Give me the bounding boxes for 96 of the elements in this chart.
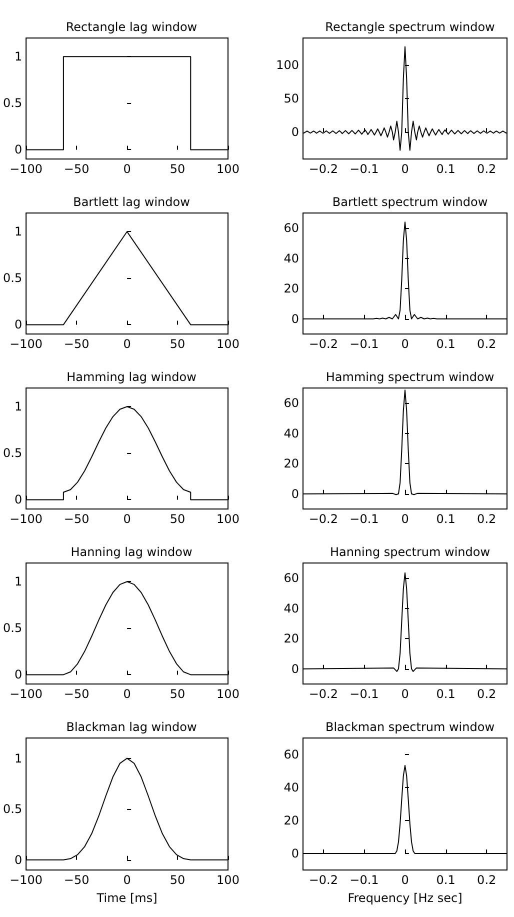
x-axis-title: Frequency [Hz sec]: [348, 891, 462, 905]
x-tick-label: −50: [64, 162, 90, 176]
chart-title: Hamming spectrum window: [326, 370, 494, 384]
y-tick-label: 0.5: [2, 271, 22, 286]
x-tick-label: −0.1: [350, 873, 379, 887]
x-tick-label: −0.2: [308, 687, 338, 701]
chart-title: Rectangle spectrum window: [325, 20, 496, 34]
chart-title: Hamming lag window: [66, 370, 197, 384]
x-tick-label: 0: [401, 162, 409, 176]
y-tick-label: 0: [291, 662, 299, 676]
x-tick-label: 0.2: [477, 873, 496, 887]
x-tick-label: 50: [170, 512, 186, 526]
y-tick-label: 0.5: [2, 621, 22, 636]
x-tick-label: 100: [216, 687, 240, 701]
y-tick-label: 40: [284, 251, 299, 266]
x-tick-label: −50: [64, 512, 90, 526]
y-tick-label: 60: [284, 221, 299, 236]
x-tick-label: 0: [123, 873, 131, 887]
y-tick-label: 1: [14, 400, 22, 414]
x-tick-label: 0: [123, 512, 131, 526]
x-tick-label: −0.1: [350, 687, 379, 701]
x-tick-label: −0.2: [308, 512, 338, 526]
y-tick-label: 40: [284, 780, 299, 794]
y-tick-label: 0: [14, 318, 22, 332]
chart-title: Blackman lag window: [66, 720, 197, 734]
x-tick-label: 0: [401, 687, 409, 701]
x-tick-label: 0.2: [477, 512, 496, 526]
x-tick-label: −50: [64, 873, 90, 887]
x-tick-label: 0: [401, 873, 409, 887]
chart-title: Bartlett spectrum window: [332, 195, 488, 209]
y-tick-label: 20: [284, 632, 299, 646]
x-tick-label: 0.1: [436, 687, 456, 701]
x-tick-label: 50: [170, 162, 186, 176]
x-tick-label: 0: [123, 337, 131, 351]
y-tick-label: 0.5: [2, 446, 22, 460]
x-tick-label: 0.1: [436, 162, 456, 176]
x-tick-label: 0.1: [436, 873, 456, 887]
y-tick-label: 0.5: [2, 96, 22, 110]
x-tick-label: −0.2: [308, 162, 338, 176]
x-tick-label: −50: [64, 687, 90, 701]
y-tick-label: 0: [14, 852, 22, 867]
x-tick-label: −0.2: [308, 873, 338, 887]
x-tick-label: −0.1: [350, 162, 379, 176]
x-tick-label: 0: [401, 337, 409, 351]
y-tick-label: 1: [14, 574, 22, 589]
x-tick-label: 0.2: [477, 337, 496, 351]
x-tick-label: 0.2: [477, 687, 496, 701]
y-tick-label: 60: [284, 748, 299, 762]
x-tick-label: −100: [10, 337, 43, 351]
x-tick-label: 0: [123, 162, 131, 176]
y-tick-label: 20: [284, 282, 299, 296]
y-tick-label: 100: [276, 58, 299, 72]
x-tick-label: 50: [170, 873, 186, 887]
y-tick-label: 0.5: [2, 802, 22, 816]
x-tick-label: 100: [216, 337, 240, 351]
y-tick-label: 1: [14, 751, 22, 766]
chart-title: Hanning spectrum window: [330, 545, 490, 559]
y-tick-label: 60: [284, 396, 299, 410]
y-tick-label: 40: [284, 426, 299, 440]
y-tick-label: 0: [14, 142, 22, 157]
y-tick-label: 0: [14, 492, 22, 507]
x-tick-label: 0: [123, 687, 131, 701]
y-tick-label: 1: [14, 224, 22, 239]
x-tick-label: 50: [170, 337, 186, 351]
x-tick-label: −0.2: [308, 337, 338, 351]
x-tick-label: 0.2: [477, 162, 496, 176]
y-tick-label: 50: [284, 92, 299, 106]
chart-title: Blackman spectrum window: [325, 720, 495, 734]
x-axis-title: Time [ms]: [96, 891, 158, 905]
chart-title: Rectangle lag window: [66, 20, 198, 34]
y-tick-label: 1: [14, 50, 22, 64]
y-tick-label: 40: [284, 601, 299, 616]
chart-title: Bartlett lag window: [73, 195, 190, 209]
x-tick-label: 100: [216, 512, 240, 526]
y-tick-label: 60: [284, 571, 299, 586]
x-tick-label: −100: [10, 162, 43, 176]
x-tick-label: 0.1: [436, 337, 456, 351]
x-tick-label: 100: [216, 873, 240, 887]
x-tick-label: −0.1: [350, 337, 379, 351]
y-tick-label: 20: [284, 456, 299, 471]
x-tick-label: 0.1: [436, 512, 456, 526]
y-tick-label: 0: [14, 668, 22, 682]
x-tick-label: −100: [10, 873, 43, 887]
y-tick-label: 0: [291, 125, 299, 140]
x-tick-label: −0.1: [350, 512, 379, 526]
y-tick-label: 0: [291, 846, 299, 860]
x-tick-label: 50: [170, 687, 186, 701]
y-tick-label: 20: [284, 814, 299, 828]
x-tick-label: −100: [10, 512, 43, 526]
y-tick-label: 0: [291, 312, 299, 326]
y-tick-label: 0: [291, 486, 299, 501]
x-tick-label: −50: [64, 337, 90, 351]
x-tick-label: 0: [401, 512, 409, 526]
x-tick-label: −100: [10, 687, 43, 701]
x-tick-label: 100: [216, 162, 240, 176]
chart-title: Hanning lag window: [70, 545, 192, 559]
